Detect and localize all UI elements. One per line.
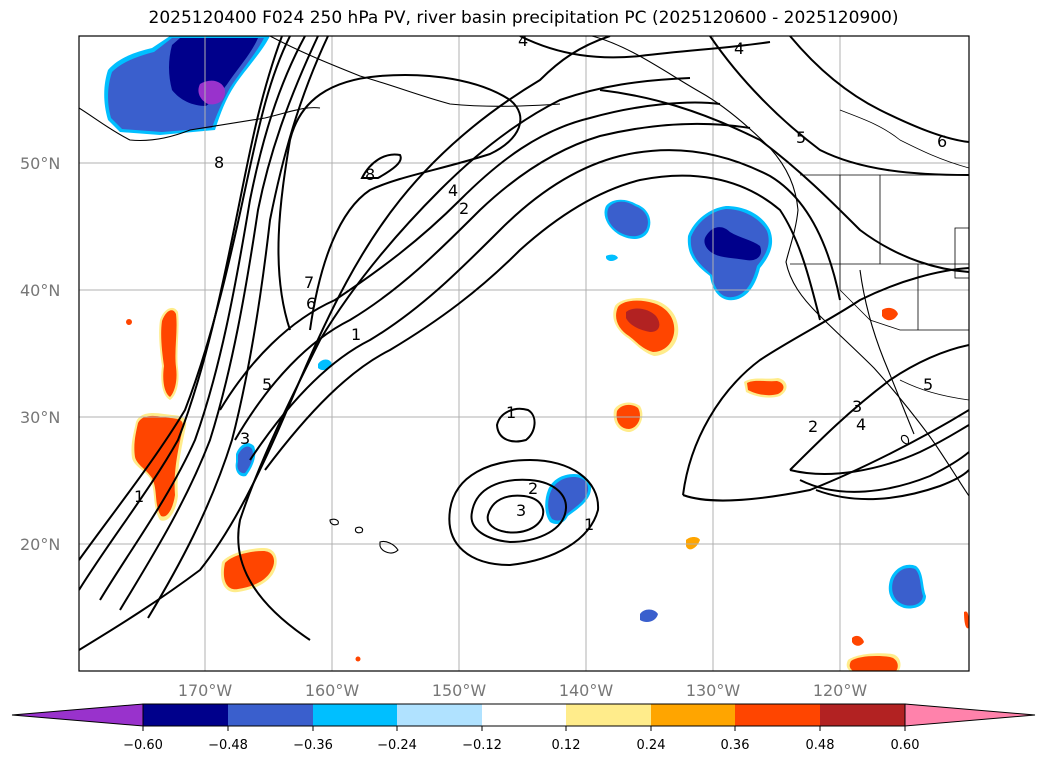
lon-label: 120°W bbox=[813, 681, 868, 700]
contour-label: 5 bbox=[796, 128, 806, 147]
contour-label: 8 bbox=[365, 165, 375, 184]
colorbar-tick-label: −0.24 bbox=[377, 738, 417, 753]
contour-label: 2 bbox=[459, 199, 469, 218]
colorbar: −0.60 −0.48 −0.36 −0.24 −0.12 0.12 0.24 … bbox=[11, 703, 1036, 753]
lat-label: 20°N bbox=[20, 535, 60, 554]
colorbar-tick-label: −0.60 bbox=[123, 738, 163, 753]
colorbar-ticks bbox=[142, 726, 906, 731]
lon-label: 140°W bbox=[559, 681, 614, 700]
colorbar-frame bbox=[142, 703, 906, 727]
contour-label: 7 bbox=[304, 273, 314, 292]
longitude-labels: 170°W 160°W 150°W 140°W 130°W 120°W bbox=[178, 681, 868, 700]
contour-label: 2 bbox=[528, 479, 538, 498]
lon-label: 160°W bbox=[305, 681, 360, 700]
colorbar-tick-labels: −0.60 −0.48 −0.36 −0.24 −0.12 0.12 0.24 … bbox=[123, 738, 919, 753]
map-frame bbox=[78, 35, 970, 672]
lon-label: 130°W bbox=[686, 681, 741, 700]
colorbar-tick-label: 0.60 bbox=[891, 738, 920, 753]
colorbar-segment bbox=[566, 704, 651, 726]
pv-contour-labels: 4 4 5 6 8 8 4 2 7 6 1 5 3 1 1 2 3 1 2 3 … bbox=[134, 31, 947, 534]
contour-label: 3 bbox=[852, 397, 862, 416]
colorbar-segment bbox=[482, 704, 566, 726]
pv-contours bbox=[79, 36, 969, 651]
colorbar-segment bbox=[228, 704, 313, 726]
contour-label: 6 bbox=[937, 132, 947, 151]
map-title: 2025120400 F024 250 hPa PV, river basin … bbox=[148, 8, 899, 28]
contour-label: 3 bbox=[516, 501, 526, 520]
colorbar-tick-label: 0.24 bbox=[637, 738, 666, 753]
colorbar-segment bbox=[143, 704, 228, 726]
contour-label: 4 bbox=[856, 415, 866, 434]
positive-precip-anomalies bbox=[126, 298, 969, 671]
contour-label: 5 bbox=[262, 375, 272, 394]
contour-label: 4 bbox=[734, 39, 744, 58]
colorbar-tick-label: 0.48 bbox=[806, 738, 835, 753]
map-area: 4 4 5 6 8 8 4 2 7 6 1 5 3 1 1 2 3 1 2 3 … bbox=[79, 31, 969, 671]
contour-label: 2 bbox=[808, 417, 818, 436]
lon-label: 150°W bbox=[432, 681, 487, 700]
contour-label: 4 bbox=[518, 31, 528, 50]
colorbar-tick-label: −0.36 bbox=[293, 738, 333, 753]
colorbar-tick-label: 0.12 bbox=[552, 738, 581, 753]
colorbar-segment bbox=[651, 704, 735, 726]
latitude-labels: 50°N 40°N 30°N 20°N bbox=[20, 154, 60, 554]
colorbar-tick-label: 0.36 bbox=[721, 738, 750, 753]
contour-label: 6 bbox=[306, 294, 316, 313]
colorbar-tick-label: −0.48 bbox=[208, 738, 248, 753]
contour-label: 4 bbox=[448, 181, 458, 200]
contour-label: 3 bbox=[240, 429, 250, 448]
lat-label: 30°N bbox=[20, 408, 60, 427]
contour-label: 1 bbox=[351, 325, 361, 344]
lat-label: 40°N bbox=[20, 281, 60, 300]
colorbar-segment bbox=[735, 704, 820, 726]
colorbar-segment bbox=[820, 704, 905, 726]
contour-label: 1 bbox=[134, 487, 144, 506]
lat-label: 50°N bbox=[20, 154, 60, 173]
colorbar-tick-label: −0.12 bbox=[462, 738, 502, 753]
contour-label: 1 bbox=[584, 515, 594, 534]
coastlines bbox=[79, 36, 969, 554]
negative-precip-anomalies bbox=[104, 36, 926, 622]
colorbar-segment bbox=[313, 704, 397, 726]
contour-label: 5 bbox=[923, 375, 933, 394]
colorbar-extend-low bbox=[11, 703, 144, 727]
colorbar-segment bbox=[397, 704, 482, 726]
contour-label: 8 bbox=[214, 153, 224, 172]
lon-label: 170°W bbox=[178, 681, 233, 700]
map-gridlines bbox=[79, 36, 969, 671]
contour-label: 1 bbox=[506, 403, 516, 422]
colorbar-extend-high bbox=[904, 703, 1036, 727]
